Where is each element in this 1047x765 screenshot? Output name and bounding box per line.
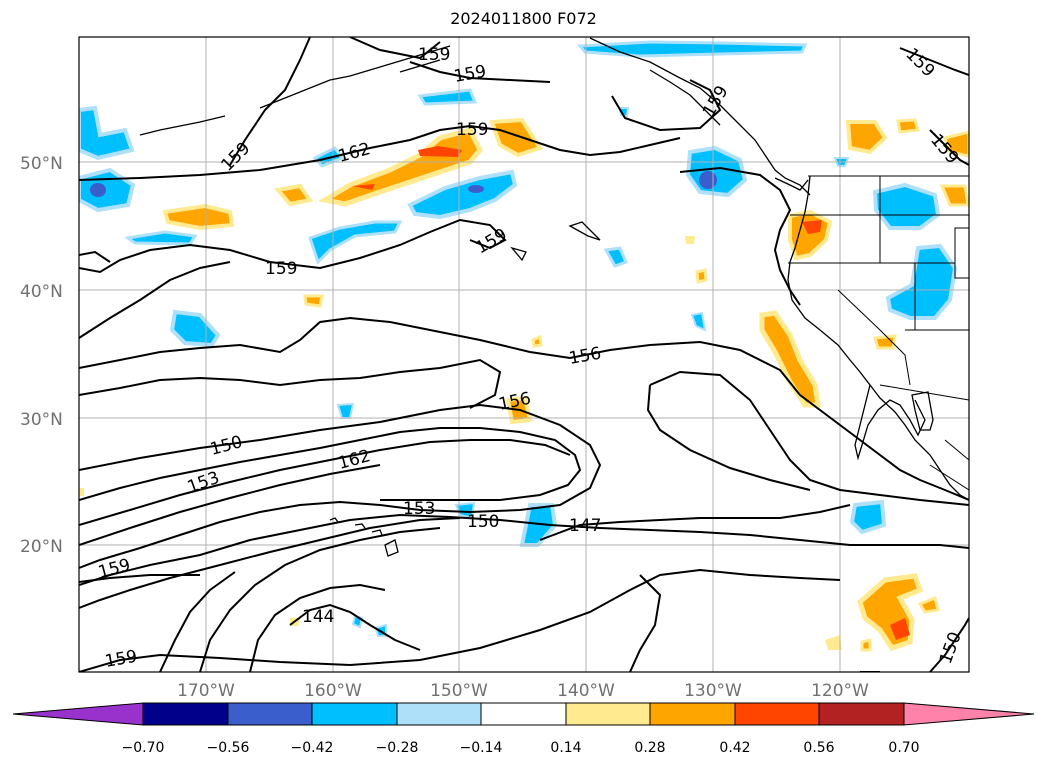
contour-label: 147 (569, 516, 601, 536)
colorbar-tick-label: −0.56 (207, 740, 250, 756)
colorbar-tick-label: 0.70 (888, 740, 919, 756)
colorbar-tick-label: −0.14 (460, 740, 503, 756)
colorbar-segment (649, 702, 736, 726)
colorbar-segment (734, 702, 820, 726)
lon-label-140w: 140°W (557, 681, 615, 701)
height-contours (79, 37, 969, 672)
colorbar-segment-high-extend (903, 702, 1035, 726)
colorbar-segment-low-extend (12, 702, 144, 726)
colorbar-tick-label: −0.42 (291, 740, 334, 756)
latitude-labels: 50°N 40°N 30°N 20°N (20, 154, 63, 557)
graticule (79, 37, 969, 672)
colorbar-tick-label: 0.28 (634, 740, 665, 756)
lat-label-50n: 50°N (20, 154, 63, 174)
colorbar-tick-label: 0.42 (719, 740, 750, 756)
colorbar-tick-label: 0.56 (803, 740, 834, 756)
colorbar-segment (818, 702, 905, 726)
contour-label: 159 (418, 45, 450, 65)
coastlines (139, 37, 969, 557)
colorbar-labels: −0.70 −0.56 −0.42 −0.28 −0.14 0.14 0.28 … (122, 740, 920, 756)
colorbar-segment (311, 702, 398, 726)
colorbar-segment (480, 702, 567, 726)
lat-label-20n: 20°N (20, 537, 63, 557)
lon-label-130w: 130°W (684, 681, 742, 701)
contour-label: 159 (456, 120, 488, 140)
contour-label: 153 (403, 499, 435, 519)
colorbar-segment (396, 702, 482, 726)
contour-label: 150 (467, 512, 499, 532)
contour-label: 159 (265, 259, 297, 279)
colorbar-segment (565, 702, 651, 726)
colorbar-segment (142, 702, 229, 726)
shaded-field (79, 40, 969, 652)
colorbar-segment (227, 702, 313, 726)
border-lines (929, 439, 969, 491)
map-title: 2024011800 F072 (450, 9, 597, 28)
colorbar-tick-label: 0.14 (550, 740, 581, 756)
plot-frame (78, 36, 970, 673)
longitude-labels: 170°W 160°W 150°W 140°W 130°W 120°W (177, 681, 869, 701)
colorbar-tick-label: −0.70 (122, 740, 165, 756)
colorbar-tick-label: −0.28 (376, 740, 419, 756)
colorbar (12, 702, 1035, 726)
contour-label: 144 (302, 607, 334, 627)
lon-label-120w: 120°W (811, 681, 869, 701)
lon-label-170w: 170°W (177, 681, 235, 701)
lat-label-30n: 30°N (20, 410, 63, 430)
lon-label-150w: 150°W (430, 681, 488, 701)
lon-label-160w: 160°W (304, 681, 362, 701)
lat-label-40n: 40°N (20, 282, 63, 302)
